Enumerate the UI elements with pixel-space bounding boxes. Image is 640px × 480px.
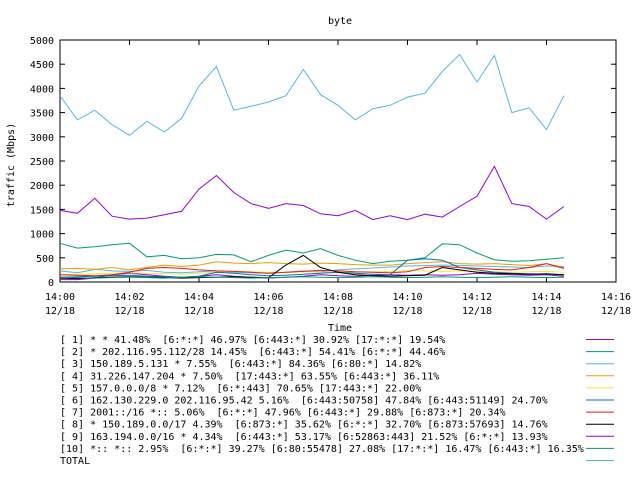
legend-entry-label: [ 6] 162.130.229.0 202.116.95.42 5.16% [… xyxy=(60,396,548,407)
x-axis-ticks: 14:00 12/18 14:02 12/18 14:04 12/18 14:06 12/18… xyxy=(45,40,631,317)
x-tick-date: 12/18 xyxy=(184,306,214,317)
series-line-2 xyxy=(59,242,564,265)
series-line-1 xyxy=(60,272,564,281)
x-tick-date: 12/18 xyxy=(392,306,422,317)
plot-frame xyxy=(59,39,617,283)
x-tick-date: 12/18 xyxy=(462,306,492,317)
legend: [ 1] * * 41.48% [6:*:*] 46.97% [6:443:*]… xyxy=(60,335,614,467)
x-tick-date: 12/18 xyxy=(114,306,144,317)
legend-entry-label: [ 3] 150.189.5.131 * 7.55% [6:443:*] 84.… xyxy=(60,359,421,370)
x-tick-time: 14:06 xyxy=(253,292,283,303)
x-tick-time: 14:12 xyxy=(462,292,492,303)
legend-entry-label: [10] *:: *:: 2.95% [6:*:*] 39.27% [6:80:… xyxy=(60,444,584,455)
y-tick-label: 3000 xyxy=(30,133,54,144)
x-tick-date: 12/18 xyxy=(531,306,561,317)
legend-entry-label: [ 4] 31.226.147.204 * 7.50% [17:443:*] 6… xyxy=(60,371,439,382)
legend-entry-label: [ 9] 163.194.0.0/16 * 4.34% [6:443:*] 53… xyxy=(60,432,548,443)
chart-title: byte xyxy=(328,16,352,27)
y-axis-label: traffic (Mbps) xyxy=(6,123,17,207)
y-tick-label: 5000 xyxy=(30,36,54,47)
x-tick-time: 14:16 xyxy=(601,292,631,303)
y-tick-label: 2500 xyxy=(30,157,54,168)
legend-entry-label: [ 1] * * 41.48% [6:*:*] 46.97% [6:443:*]… xyxy=(60,335,445,346)
series-line-5 xyxy=(59,269,564,276)
series-line-7 xyxy=(59,263,565,277)
x-tick-date: 12/18 xyxy=(45,306,75,317)
legend-entry-label: [ 7] 2001::/16 *:: 5.06% [6:*:*] 47.96% … xyxy=(60,408,506,419)
y-tick-label: 3500 xyxy=(30,109,54,120)
legend-entry-label: [ 2] * 202.116.95.112/28 14.45% [6:443:*… xyxy=(60,347,445,358)
y-tick-label: 1500 xyxy=(30,205,54,216)
series-line-9 xyxy=(59,165,565,221)
y-tick-label: 1000 xyxy=(30,230,54,241)
legend-entry-label: [ 5] 157.0.0.0/8 * 7.12% [6:*:443] 70.65… xyxy=(60,383,421,394)
series-line-11 xyxy=(59,53,565,136)
x-tick-time: 14:02 xyxy=(114,292,144,303)
x-tick-time: 14:10 xyxy=(392,292,422,303)
x-axis-label: Time xyxy=(328,323,352,334)
series-line-6 xyxy=(59,258,564,278)
x-tick-time: 14:08 xyxy=(323,292,353,303)
x-tick-date: 12/18 xyxy=(601,306,631,317)
y-tick-label: 4500 xyxy=(30,60,54,71)
y-tick-label: 2000 xyxy=(30,181,54,192)
x-tick-time: 14:00 xyxy=(45,292,75,303)
series-lines xyxy=(59,53,565,281)
y-tick-label: 4000 xyxy=(30,84,54,95)
y-tick-label: 500 xyxy=(36,254,54,265)
series-line-4 xyxy=(59,261,565,271)
y-axis-ticks: 0 500 1000 1500 2000 2500 3000 3500 4000 4500 5000 xyxy=(30,36,616,289)
series-line-10 xyxy=(59,276,564,279)
x-tick-date: 12/18 xyxy=(323,306,353,317)
legend-entry-label: [ 8] * 150.189.0.0/17 4.39% [6:873:*] 35… xyxy=(60,420,548,431)
x-tick-time: 14:14 xyxy=(531,292,561,303)
x-tick-time: 14:04 xyxy=(184,292,214,303)
x-tick-date: 12/18 xyxy=(253,306,283,317)
legend-entry-label: TOTAL xyxy=(60,456,90,467)
y-tick-label: 0 xyxy=(48,278,54,289)
